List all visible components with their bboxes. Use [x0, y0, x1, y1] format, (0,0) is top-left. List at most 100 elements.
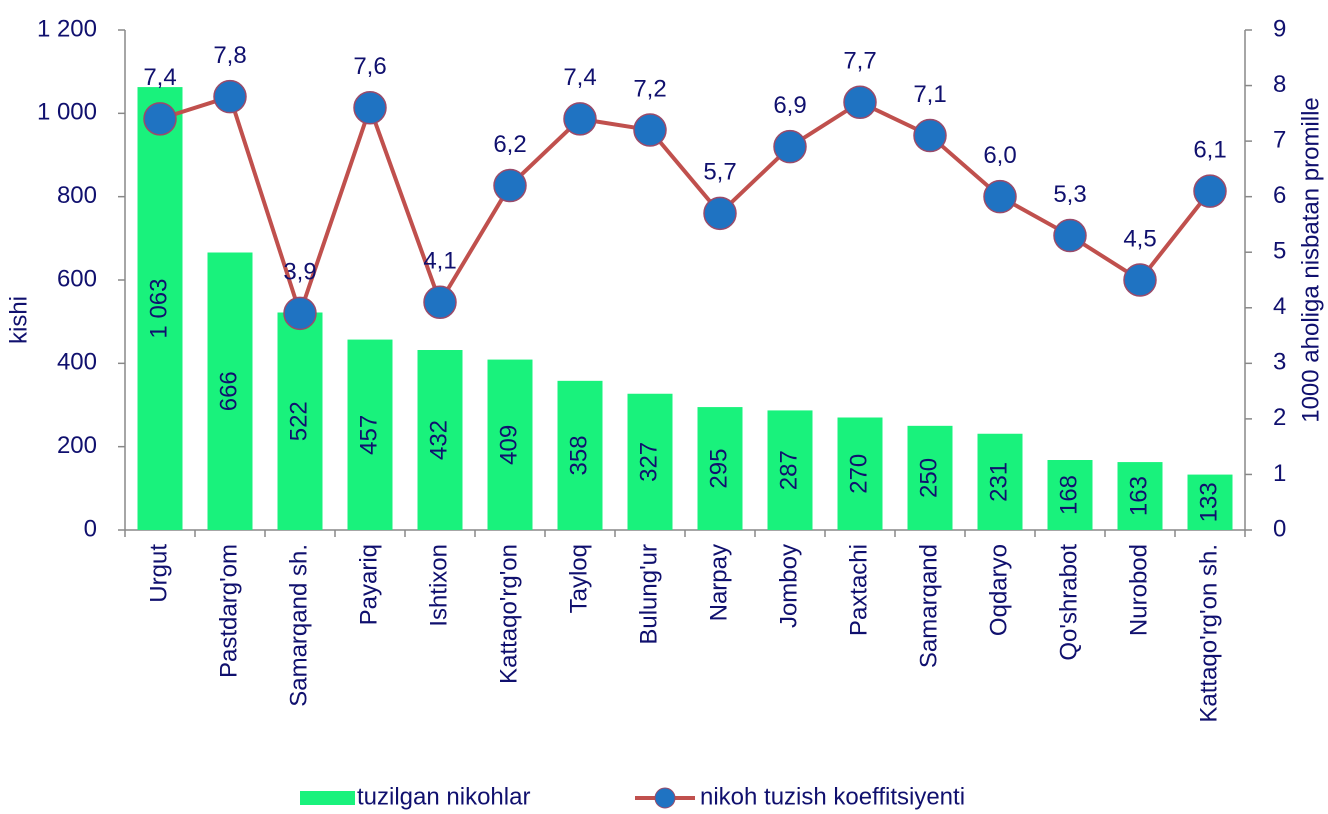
marker — [143, 102, 177, 136]
bar — [767, 410, 813, 530]
bar — [487, 359, 533, 530]
bar-value-label: 231 — [985, 462, 1012, 502]
x-tick-label: Jomboy — [775, 544, 802, 628]
marker — [423, 285, 457, 319]
marker — [353, 91, 387, 125]
line-value-label: 7,4 — [143, 64, 176, 91]
bar-value-label: 666 — [215, 371, 242, 411]
x-tick-label: Payariq — [355, 544, 382, 625]
y2-tick-label: 8 — [1273, 71, 1286, 98]
marker — [773, 129, 807, 164]
bar-value-label: 327 — [635, 442, 662, 482]
bar-value-label: 168 — [1055, 475, 1082, 515]
line-value-label: 7,6 — [353, 53, 386, 80]
y2-tick-label: 2 — [1273, 404, 1286, 431]
y2-tick-label: 3 — [1273, 349, 1286, 376]
x-tick-label: Samarqand — [915, 544, 942, 668]
marker — [283, 296, 317, 331]
line-value-label: 4,1 — [423, 248, 456, 275]
line-value-label: 5,3 — [1053, 181, 1086, 208]
y-axis-title: kishi — [5, 296, 32, 344]
marker — [983, 179, 1017, 214]
x-tick-label: Bulung'ur — [635, 544, 662, 645]
marker — [1053, 218, 1087, 253]
marker — [703, 196, 737, 231]
x-tick-label: Samarqand sh. — [285, 544, 312, 707]
x-tick-label: Oqdaryo — [985, 544, 1012, 636]
marker — [843, 85, 877, 119]
bar-value-label: 457 — [355, 415, 382, 455]
bar-value-label: 163 — [1125, 476, 1152, 516]
y-tick-label: 0 — [84, 515, 97, 542]
marker — [493, 168, 527, 203]
bar — [557, 380, 603, 530]
marker — [563, 102, 597, 136]
x-tick-label: Paxtachi — [845, 544, 872, 636]
bar-value-label: 358 — [565, 435, 592, 475]
bar — [697, 407, 743, 530]
legend-swatch — [654, 787, 676, 809]
line-value-label: 6,2 — [493, 131, 526, 158]
y2-tick-label: 5 — [1273, 238, 1286, 265]
x-tick-label: Kattaqo'rg'on — [495, 544, 522, 684]
bar-value-label: 1 063 — [145, 279, 172, 339]
line-value-label: 5,7 — [703, 159, 736, 186]
bar — [417, 350, 463, 530]
marker — [913, 118, 947, 153]
bar-value-label: 270 — [845, 454, 872, 494]
bar — [977, 433, 1023, 530]
x-tick-label: Ishtixon — [425, 544, 452, 627]
line-value-label: 6,9 — [773, 92, 806, 119]
line-value-label: 7,7 — [843, 48, 876, 75]
line-value-label: 6,1 — [1193, 136, 1226, 163]
bar-value-label: 250 — [915, 458, 942, 498]
line-value-label: 7,1 — [913, 81, 946, 108]
bar — [907, 425, 953, 530]
bar — [837, 417, 883, 530]
x-tick-label: Pastdarg'om — [215, 544, 242, 678]
line-value-label: 3,9 — [283, 259, 316, 286]
line-value-label: 6,0 — [983, 142, 1016, 169]
legend-label: nikoh tuzish koeffitsiyenti — [700, 783, 965, 810]
y2-tick-label: 9 — [1273, 15, 1286, 42]
bar-value-label: 133 — [1195, 482, 1222, 522]
bar — [1187, 474, 1233, 530]
bar-value-label: 295 — [705, 449, 732, 489]
marker — [213, 79, 247, 114]
marker — [1193, 174, 1227, 208]
bar-value-label: 522 — [285, 401, 312, 441]
bar — [137, 87, 183, 530]
y-tick-label: 1 200 — [37, 15, 97, 42]
y-tick-label: 400 — [57, 349, 97, 376]
bar-value-label: 287 — [775, 450, 802, 490]
x-tick-label: Qo'shrabot — [1055, 544, 1082, 661]
x-tick-label: Tayloq — [565, 544, 592, 613]
bar — [207, 252, 253, 530]
legend-label: tuzilgan nikohlar — [357, 783, 530, 810]
line-value-label: 7,8 — [213, 42, 246, 69]
line — [159, 94, 1212, 320]
y2-tick-label: 4 — [1273, 293, 1286, 320]
bar — [347, 339, 393, 530]
bar — [627, 393, 673, 530]
bar — [1047, 460, 1093, 530]
y2-axis-title: 1000 aholiga nisbatan promille — [1297, 97, 1324, 423]
x-tick-label: Kattaqo'rg'on sh. — [1195, 544, 1222, 723]
marker — [1123, 263, 1157, 297]
y2-tick-label: 6 — [1273, 182, 1286, 209]
marker — [633, 113, 667, 147]
y-tick-label: 800 — [57, 182, 97, 209]
legend-swatch — [300, 791, 355, 805]
y2-tick-label: 7 — [1273, 126, 1286, 153]
x-tick-label: Nurobod — [1125, 544, 1152, 636]
x-tick-label: Narpay — [705, 544, 732, 621]
y-tick-label: 200 — [57, 432, 97, 459]
bar — [277, 312, 323, 530]
x-tick-label: Urgut — [145, 544, 172, 603]
bar-value-label: 409 — [495, 425, 522, 465]
line-value-label: 7,2 — [633, 75, 666, 102]
y2-tick-label: 0 — [1273, 515, 1286, 542]
y-tick-label: 600 — [57, 265, 97, 292]
y2-tick-label: 1 — [1273, 460, 1286, 487]
